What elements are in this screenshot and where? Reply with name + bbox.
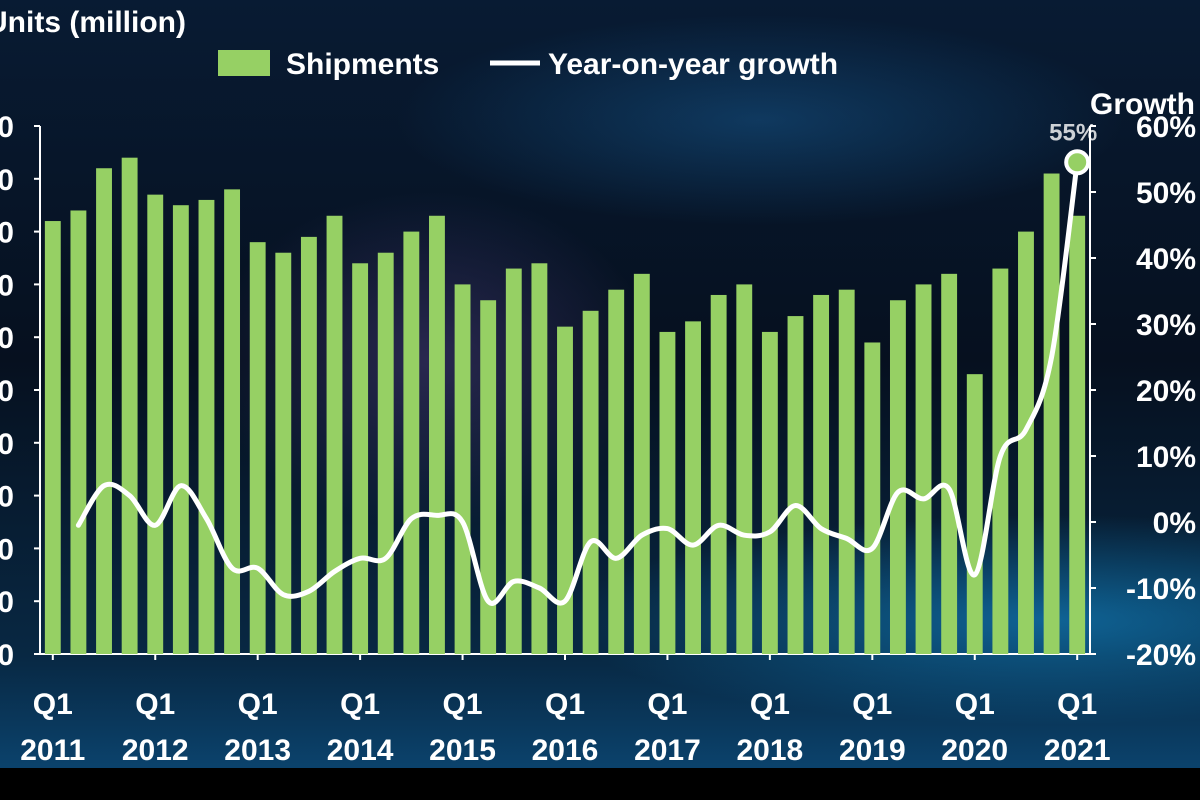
growth-highlight-label: 55% xyxy=(1049,119,1097,146)
left-tick-label: 60 xyxy=(0,322,14,355)
bar-shipments xyxy=(761,331,778,654)
left-tick-label: 50 xyxy=(0,375,14,408)
x-tick-year: 2013 xyxy=(224,734,291,767)
left-tick-label: 0 xyxy=(0,639,14,672)
x-tick-quarter: Q1 xyxy=(340,688,380,721)
bar-shipments xyxy=(608,289,625,654)
right-tick-label: 40% xyxy=(1136,243,1196,276)
legend-shipments-swatch xyxy=(218,50,270,76)
line-series-growth xyxy=(75,149,1091,606)
left-tick-label: 20 xyxy=(0,533,14,566)
right-tick-label: -20% xyxy=(1126,639,1196,672)
bar-shipments xyxy=(352,263,369,654)
x-tick-year: 2017 xyxy=(634,734,701,767)
bar-shipments xyxy=(121,157,138,654)
right-tick-label: 50% xyxy=(1136,177,1196,210)
x-tick-quarter: Q1 xyxy=(135,688,175,721)
bar-shipments xyxy=(941,273,958,654)
bar-shipments xyxy=(429,215,445,654)
bar-shipments xyxy=(710,294,727,654)
left-tick-label: 40 xyxy=(0,428,14,461)
x-tick-year: 2011 xyxy=(20,734,85,767)
x-tick-quarter: Q1 xyxy=(955,688,995,721)
bar-shipments xyxy=(96,168,112,655)
bar-shipments xyxy=(300,236,317,654)
x-tick-quarter: Q1 xyxy=(852,688,892,721)
bar-series-shipments xyxy=(44,157,1086,655)
bar-shipments xyxy=(787,316,804,654)
bar-shipments xyxy=(915,284,932,654)
left-tick-label: 80 xyxy=(0,217,14,250)
legend-growth-label: Year-on-year growth xyxy=(548,48,838,81)
x-tick-year: 2020 xyxy=(941,734,1008,767)
left-axis-title: Units (million) xyxy=(0,6,186,39)
bar-shipments xyxy=(480,300,497,654)
bar-shipments xyxy=(531,263,548,654)
bar-shipments xyxy=(966,374,983,654)
x-tick-quarter: Q1 xyxy=(545,688,585,721)
x-tick-quarter: Q1 xyxy=(750,688,790,721)
right-tick-label: 30% xyxy=(1136,309,1196,342)
right-tick-label: 20% xyxy=(1136,375,1196,408)
bar-shipments xyxy=(505,268,522,654)
bottom-band xyxy=(0,768,1200,800)
right-tick-label: -10% xyxy=(1126,573,1196,606)
bar-shipments xyxy=(838,289,855,654)
x-tick-year: 2018 xyxy=(737,734,804,767)
x-tick-year: 2015 xyxy=(429,734,496,767)
x-tick-year: 2014 xyxy=(327,734,394,767)
left-tick-label: 100 xyxy=(0,111,14,144)
bar-shipments xyxy=(889,300,906,654)
bar-shipments xyxy=(275,252,292,654)
x-tick-year: 2019 xyxy=(839,734,906,767)
bar-shipments xyxy=(685,321,701,654)
right-tick-label: 0% xyxy=(1153,507,1196,540)
bar-shipments xyxy=(454,284,471,654)
bar-shipments xyxy=(557,326,573,654)
x-tick-year: 2016 xyxy=(532,734,599,767)
bar-shipments xyxy=(659,331,676,654)
right-tick-label: 10% xyxy=(1136,441,1196,474)
left-tick-label: 90 xyxy=(0,164,14,197)
bar-shipments xyxy=(582,310,599,654)
chart-labels: 0 10 20 30 40 50 60 70 80 90 100 -20% -10% 0% 10% 20% 30… xyxy=(0,111,1196,767)
bar-shipments xyxy=(224,189,241,655)
x-tick-quarter: Q1 xyxy=(647,688,687,721)
x-tick-quarter: Q1 xyxy=(443,688,483,721)
x-tick-quarter: Q1 xyxy=(33,688,73,721)
bar-shipments xyxy=(736,284,753,654)
bar-shipments xyxy=(198,199,215,655)
x-tick-year: 2012 xyxy=(122,734,189,767)
bar-shipments xyxy=(172,205,189,654)
x-tick-quarter: Q1 xyxy=(1057,688,1097,721)
left-tick-label: 70 xyxy=(0,269,14,302)
bar-shipments xyxy=(249,242,266,654)
growth-highlight-point xyxy=(1064,149,1091,176)
bar-shipments xyxy=(813,294,830,654)
bar-shipments xyxy=(403,231,420,654)
right-axis-title: Growth xyxy=(1090,88,1195,121)
bar-shipments xyxy=(864,342,881,654)
x-tick-year: 2021 xyxy=(1044,734,1111,767)
bar-shipments xyxy=(44,221,61,655)
bar-shipments xyxy=(633,273,650,654)
bar-shipments xyxy=(1018,231,1034,654)
bar-shipments xyxy=(1043,173,1060,654)
legend-shipments-label: Shipments xyxy=(286,48,439,81)
bar-shipments xyxy=(377,252,394,654)
left-tick-label: 30 xyxy=(0,481,14,514)
right-tick-label: 60% xyxy=(1136,111,1196,144)
bar-shipments xyxy=(147,194,164,654)
bar-shipments xyxy=(326,215,343,654)
growth-line xyxy=(75,159,1080,606)
left-tick-label: 10 xyxy=(0,586,14,619)
x-tick-quarter: Q1 xyxy=(238,688,278,721)
bar-shipments xyxy=(1069,215,1086,654)
bar-shipments xyxy=(70,210,87,655)
